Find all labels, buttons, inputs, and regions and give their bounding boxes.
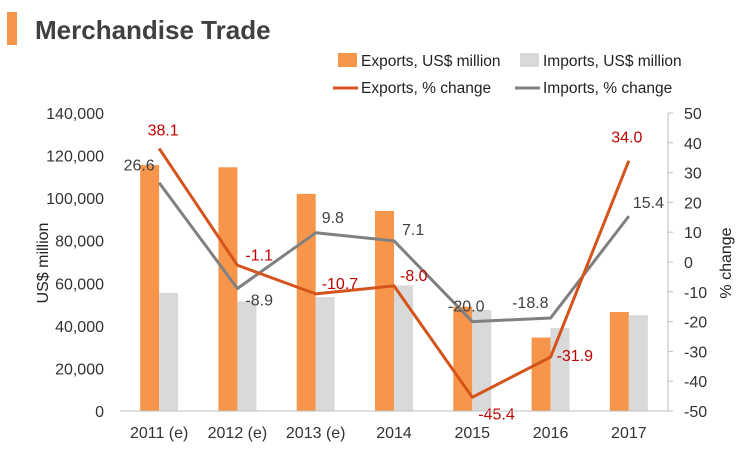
x-tick-label: 2011 (e) bbox=[130, 425, 188, 442]
imports-bar bbox=[472, 309, 492, 411]
y-axis-label: US$ million bbox=[35, 223, 52, 304]
axes: 0 20,000 40,000 60,000 80,000 100,000 120,000 1… bbox=[46, 106, 707, 442]
y2-tick-label: -40 bbox=[684, 374, 707, 391]
legend-imports-bar-label: Imports, US$ million bbox=[543, 53, 682, 70]
imports-bar bbox=[237, 301, 257, 411]
imports-change-label: 15.4 bbox=[633, 195, 664, 212]
y2-axis-label: % change bbox=[718, 227, 735, 298]
y-tick-label: 60,000 bbox=[55, 276, 104, 293]
legend-exports-bar-label: Exports, US$ million bbox=[361, 53, 501, 70]
exports-change-label: -10.7 bbox=[322, 276, 359, 293]
legend-imports-line-label: Imports, % change bbox=[543, 80, 672, 97]
y2-tick-label: 50 bbox=[684, 106, 702, 123]
y-tick-label: 0 bbox=[95, 404, 104, 421]
exports-change-label: 38.1 bbox=[148, 122, 179, 139]
exports-bar bbox=[453, 306, 473, 411]
y-tick-label: 120,000 bbox=[46, 149, 104, 166]
imports-change-label: -18.8 bbox=[512, 295, 549, 312]
x-tick-label: 2015 bbox=[454, 425, 490, 442]
imports-change-label: -8.9 bbox=[245, 293, 273, 310]
imports-bar bbox=[159, 292, 179, 411]
imports-bar bbox=[628, 315, 648, 411]
x-tick-label: 2013 (e) bbox=[286, 425, 346, 442]
exports-change-label: 34.0 bbox=[611, 130, 642, 147]
imports-bar bbox=[394, 285, 413, 411]
y2-tick-label: -30 bbox=[684, 344, 707, 361]
imports-change-line bbox=[157, 181, 631, 324]
exports-change-label: -8.0 bbox=[400, 268, 428, 285]
y2-tick-label: -50 bbox=[684, 404, 707, 421]
imports-change-label: 26.6 bbox=[124, 158, 155, 175]
y2-tick-label: 30 bbox=[684, 166, 702, 183]
x-tick-label: 2014 bbox=[376, 425, 412, 442]
bars bbox=[140, 165, 648, 411]
exports-bar bbox=[140, 165, 160, 411]
imports-bar bbox=[315, 297, 335, 411]
x-tick-label: 2016 bbox=[533, 425, 569, 442]
exports-change-label: -1.1 bbox=[245, 247, 273, 264]
exports-change-label: -45.4 bbox=[478, 406, 515, 423]
exports-bar bbox=[609, 312, 629, 411]
x-tick-label: 2017 bbox=[611, 425, 647, 442]
exports-change-line bbox=[157, 147, 631, 399]
chart-title: Merchandise Trade bbox=[35, 15, 271, 45]
lines bbox=[157, 147, 631, 399]
legend: Exports, US$ million Imports, US$ million… bbox=[333, 53, 682, 97]
y2-tick-label: 40 bbox=[684, 136, 702, 153]
exports-bar bbox=[218, 167, 238, 411]
exports-bar bbox=[375, 210, 394, 411]
y2-tick-label: 20 bbox=[684, 195, 702, 212]
exports-bar bbox=[296, 193, 316, 411]
x-tick-label: 2012 (e) bbox=[208, 425, 268, 442]
legend-exports-line-label: Exports, % change bbox=[361, 80, 491, 97]
imports-change-label: 9.8 bbox=[322, 210, 344, 227]
y2-tick-label: -20 bbox=[684, 315, 707, 332]
imports-change-label: -20.0 bbox=[448, 299, 485, 316]
y2-tick-label: -10 bbox=[684, 285, 707, 302]
y2-tick-label: 0 bbox=[684, 255, 693, 272]
y-tick-label: 80,000 bbox=[55, 234, 104, 251]
exports-bar bbox=[531, 337, 551, 411]
legend-imports-bar-swatch bbox=[520, 53, 539, 67]
y-tick-label: 100,000 bbox=[46, 191, 104, 208]
y2-tick-label: 10 bbox=[684, 225, 702, 242]
y-tick-label: 140,000 bbox=[46, 106, 104, 123]
y-tick-label: 20,000 bbox=[55, 361, 104, 378]
title-accent-bar bbox=[7, 12, 17, 45]
imports-change-label: 7.1 bbox=[402, 222, 424, 239]
imports-bar bbox=[550, 327, 570, 411]
data-labels: 38.1 -1.1 -10.7 -8.0 -45.4 -31.9 34.0 26.6 -8.9 9… bbox=[124, 122, 665, 423]
exports-change-label: -31.9 bbox=[557, 348, 594, 365]
y-tick-label: 40,000 bbox=[55, 319, 104, 336]
legend-exports-bar-swatch bbox=[338, 53, 357, 67]
